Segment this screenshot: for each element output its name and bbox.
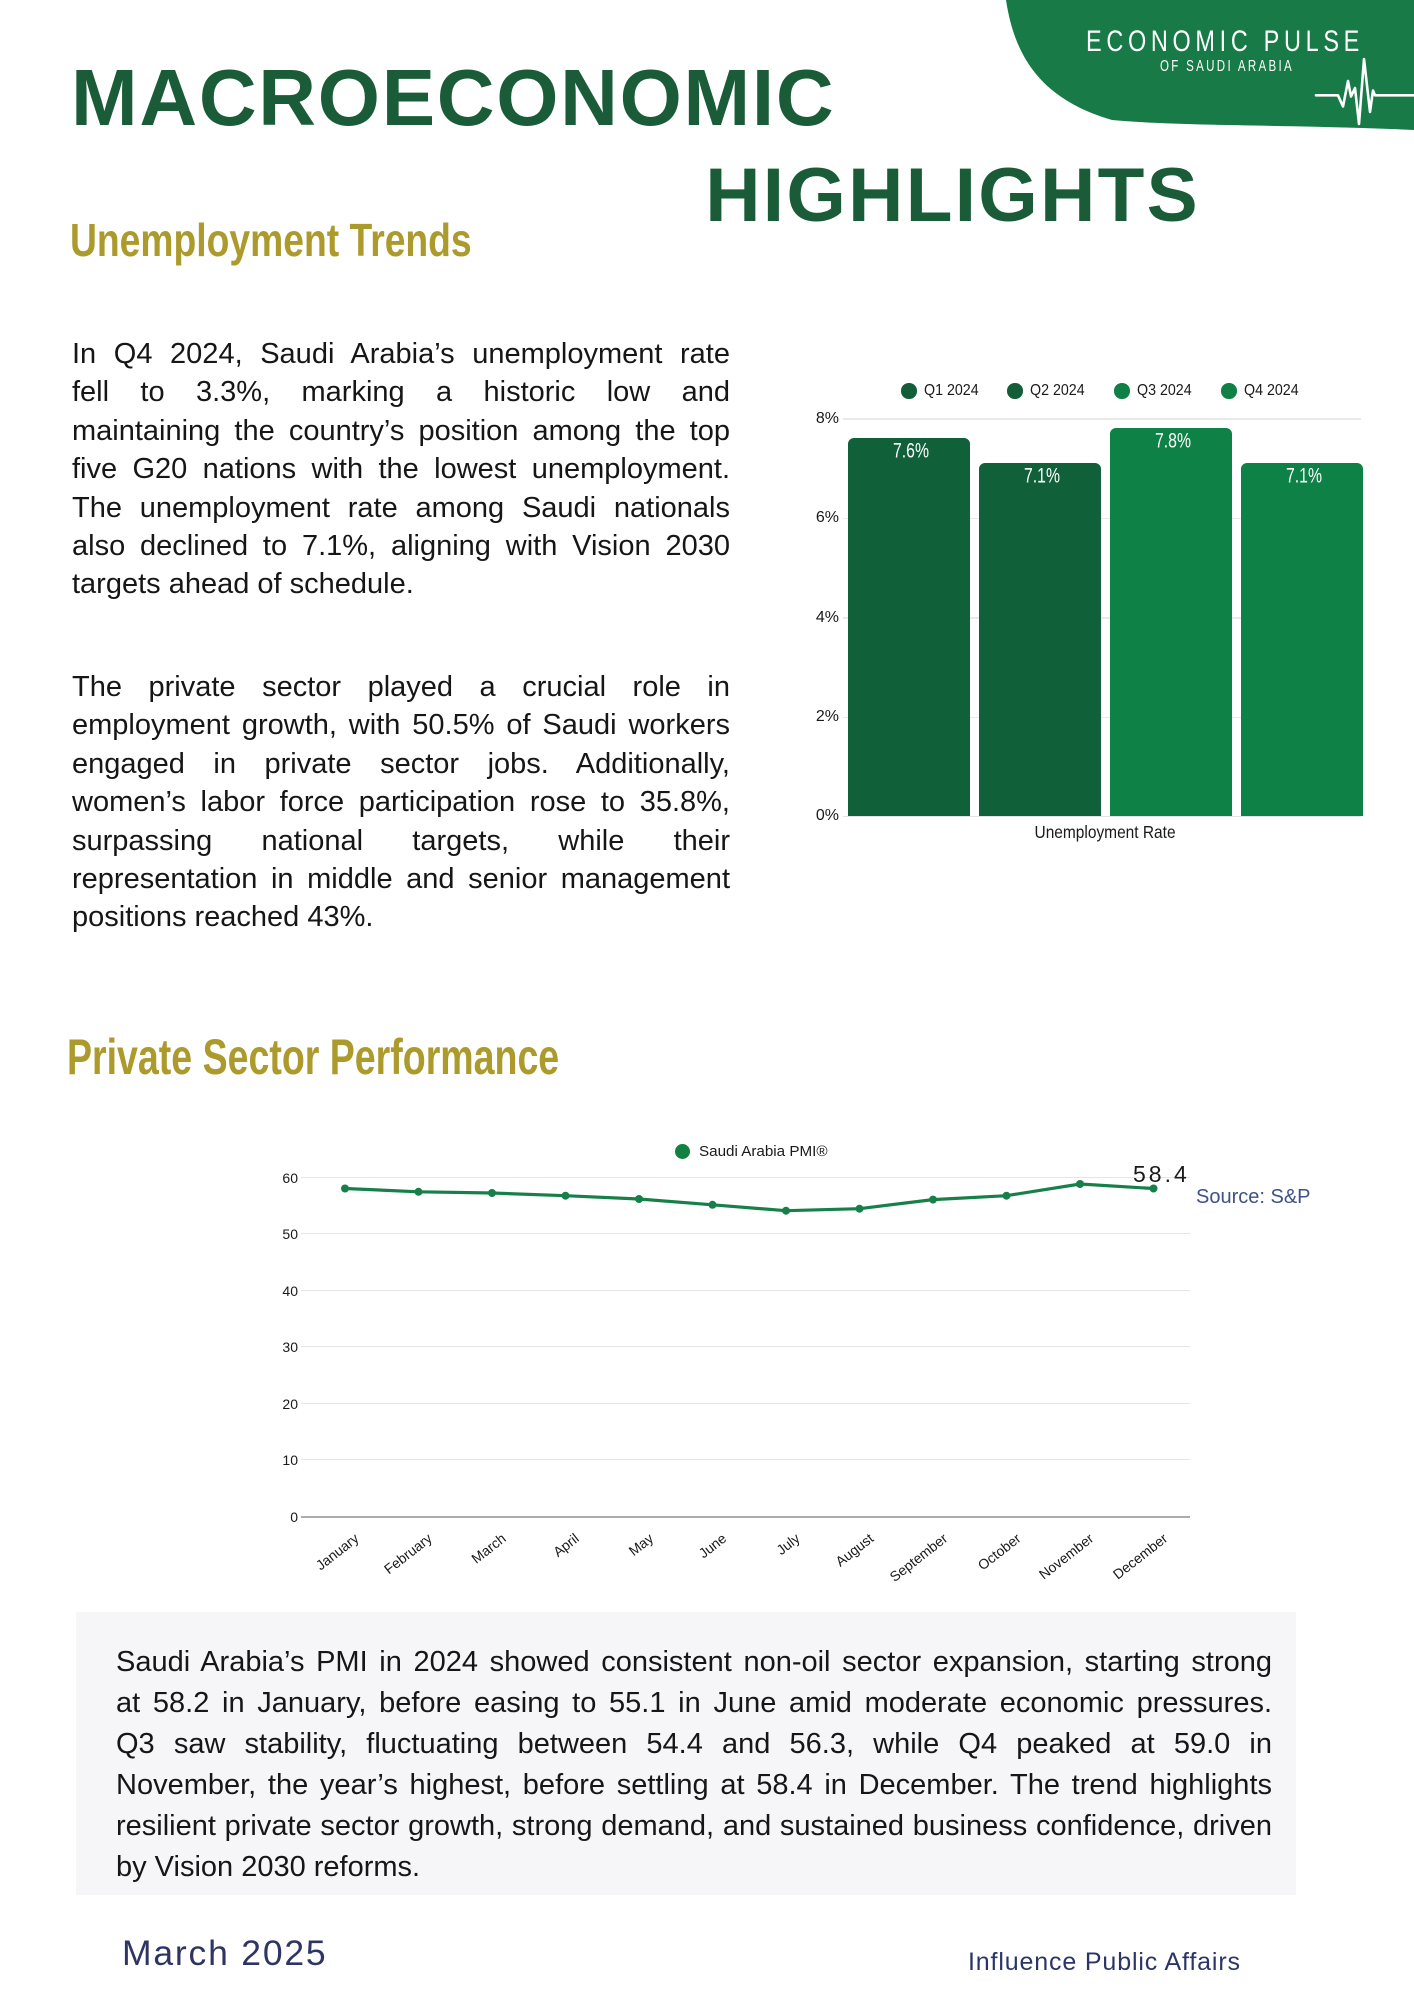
svg-text:OF SAUDI ARABIA: OF SAUDI ARABIA: [1160, 58, 1294, 75]
svg-text:ECONOMIC PULSE: ECONOMIC PULSE: [1086, 25, 1364, 58]
svg-text:7.1%: 7.1%: [1024, 464, 1060, 488]
svg-text:7.8%: 7.8%: [1155, 429, 1191, 453]
svg-text:7.1%: 7.1%: [1286, 464, 1322, 488]
svg-text:7.6%: 7.6%: [893, 439, 929, 463]
